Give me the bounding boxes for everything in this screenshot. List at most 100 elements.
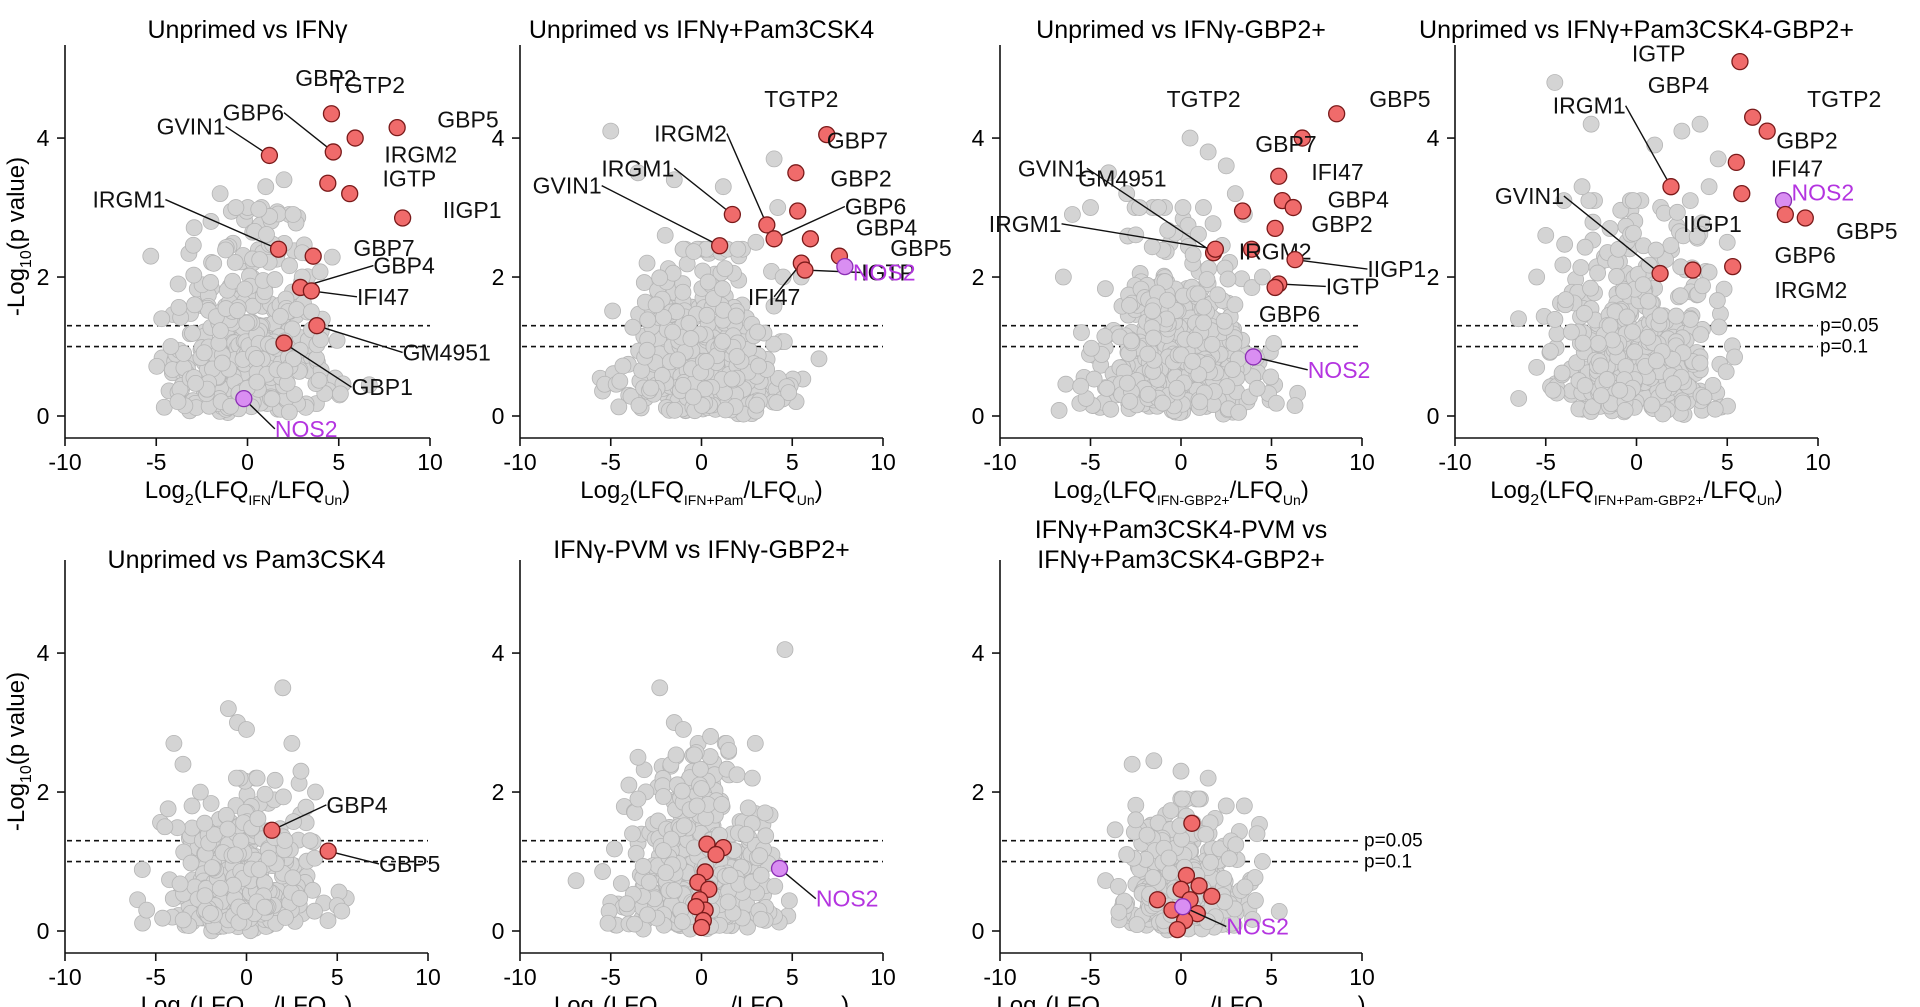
highlight-point xyxy=(1148,891,1167,909)
data-point xyxy=(629,164,647,182)
y-axis-label: -Log10(p value) xyxy=(3,672,35,831)
data-point xyxy=(1546,74,1564,91)
data-point xyxy=(748,396,766,414)
data-point xyxy=(1695,388,1713,406)
highlight-point xyxy=(275,334,293,352)
data-point xyxy=(714,280,731,298)
data-point xyxy=(696,380,714,398)
data-point xyxy=(1667,307,1685,325)
gene-label: GBP6 xyxy=(223,100,284,126)
data-point xyxy=(1510,390,1528,407)
data-point xyxy=(1096,280,1114,298)
data-point xyxy=(153,310,171,328)
highlight-point xyxy=(758,216,776,234)
y-tick-label: 2 xyxy=(972,264,985,290)
x-tick-label: -5 xyxy=(1536,449,1556,475)
gene-label: TGTP2 xyxy=(1167,86,1241,112)
gene-label: TGTP2 xyxy=(331,72,405,98)
data-point xyxy=(248,373,266,391)
data-point xyxy=(757,827,775,845)
data-point xyxy=(1706,400,1724,418)
data-point xyxy=(1190,225,1207,243)
data-point xyxy=(1700,178,1718,196)
data-point xyxy=(1139,386,1157,403)
data-point xyxy=(693,780,710,797)
x-tick-label: -10 xyxy=(503,449,536,475)
y-tick-label: 4 xyxy=(492,640,505,666)
data-point xyxy=(171,875,189,893)
data-point xyxy=(186,296,203,314)
panel-title: Unprimed vs IFNγ-GBP2+ xyxy=(1036,16,1326,44)
data-point xyxy=(257,178,275,196)
gene-label: IFI47 xyxy=(1311,159,1363,185)
data-point xyxy=(1085,370,1103,388)
data-point xyxy=(752,866,770,884)
data-point xyxy=(1528,358,1546,376)
gene-label: IGTP xyxy=(1632,41,1686,67)
data-point xyxy=(599,914,617,932)
data-point xyxy=(1247,892,1264,909)
highlight-point xyxy=(1733,185,1751,203)
data-point xyxy=(684,388,702,406)
data-point xyxy=(250,200,268,218)
data-point xyxy=(1674,394,1692,412)
data-point xyxy=(1127,811,1145,829)
data-point xyxy=(665,171,683,189)
data-point xyxy=(1202,853,1220,871)
data-point xyxy=(185,219,203,237)
x-tick-label: 10 xyxy=(1349,964,1375,990)
highlight-point xyxy=(388,118,406,137)
x-tick-label: 5 xyxy=(1721,449,1734,475)
highlight-point xyxy=(1731,52,1749,71)
data-point xyxy=(1209,286,1227,304)
gene-label: TGTP2 xyxy=(764,86,838,112)
highlight-point xyxy=(1244,348,1263,366)
data-point xyxy=(1110,878,1127,895)
data-point xyxy=(1106,821,1124,839)
data-point xyxy=(1110,903,1128,921)
data-point xyxy=(184,236,202,254)
gene-label: GBP2 xyxy=(830,166,891,192)
data-point xyxy=(713,796,731,813)
data-point xyxy=(720,741,738,759)
highlight-point xyxy=(302,282,321,300)
highlight-point xyxy=(324,143,342,161)
y-tick-label: 4 xyxy=(1427,125,1440,151)
data-point xyxy=(1195,199,1212,216)
highlight-point xyxy=(1266,219,1284,238)
data-point xyxy=(1235,797,1253,815)
label-leader-line xyxy=(673,167,733,216)
data-point xyxy=(165,734,183,752)
data-point xyxy=(1634,276,1652,294)
data-point xyxy=(1230,403,1248,421)
data-point xyxy=(1572,259,1590,276)
data-point xyxy=(274,679,292,697)
highlight-point xyxy=(1174,898,1192,916)
data-point xyxy=(256,785,274,803)
data-point xyxy=(688,797,706,815)
data-point xyxy=(205,254,223,272)
x-tick-label: 0 xyxy=(695,964,708,990)
data-point xyxy=(288,301,306,318)
data-point xyxy=(1224,361,1242,378)
data-point xyxy=(640,873,658,891)
x-tick-label: -5 xyxy=(146,449,166,475)
data-point xyxy=(634,858,652,875)
data-point xyxy=(307,783,324,801)
data-point xyxy=(1138,826,1156,844)
data-point xyxy=(685,243,703,260)
data-point xyxy=(174,911,192,929)
highlight-point xyxy=(1206,240,1225,258)
pvalue-label-01: p=0.1 xyxy=(1364,852,1412,873)
data-point xyxy=(1691,354,1709,372)
panel-title: Unprimed vs IFNγ xyxy=(147,16,348,44)
gene-label: IGTP xyxy=(383,166,437,192)
data-point xyxy=(277,909,294,926)
data-point xyxy=(1616,402,1634,419)
gene-label: GBP5 xyxy=(1836,218,1897,244)
gene-label: IRGM2 xyxy=(384,141,457,167)
background-points xyxy=(567,641,798,938)
data-point xyxy=(1710,318,1728,336)
data-point xyxy=(219,700,237,718)
